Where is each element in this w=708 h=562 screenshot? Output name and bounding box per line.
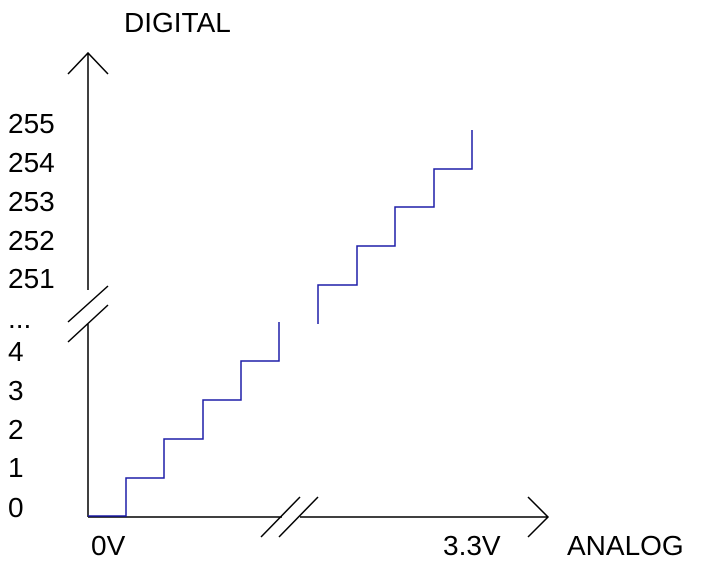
y-tick-label: 4 (8, 336, 24, 367)
y-tick-label-ellipsis: ... (8, 303, 32, 334)
x-axis-title: ANALOG (567, 530, 684, 561)
y-axis-arrowhead (67, 51, 109, 75)
y-tick-label: 3 (8, 375, 24, 406)
x-axis-arrowhead (527, 496, 550, 538)
x-end-label: 3.3V (443, 530, 501, 561)
y-tick-label: 1 (8, 452, 24, 483)
x-start-label: 0V (91, 530, 126, 561)
staircase-upper (317, 130, 473, 324)
x-axis-break (260, 496, 319, 538)
y-tick-label: 253 (8, 186, 55, 217)
y-tick-label: 2 (8, 414, 24, 445)
y-tick-label: 255 (8, 108, 55, 139)
y-tick-label: 254 (8, 147, 55, 178)
y-tick-label: 251 (8, 263, 55, 294)
y-tick-label: 0 (8, 492, 24, 523)
staircase-lower (88, 322, 280, 517)
y-tick-label: 252 (8, 225, 55, 256)
y-axis-break (67, 285, 109, 343)
y-axis-title: DIGITAL (124, 7, 231, 38)
